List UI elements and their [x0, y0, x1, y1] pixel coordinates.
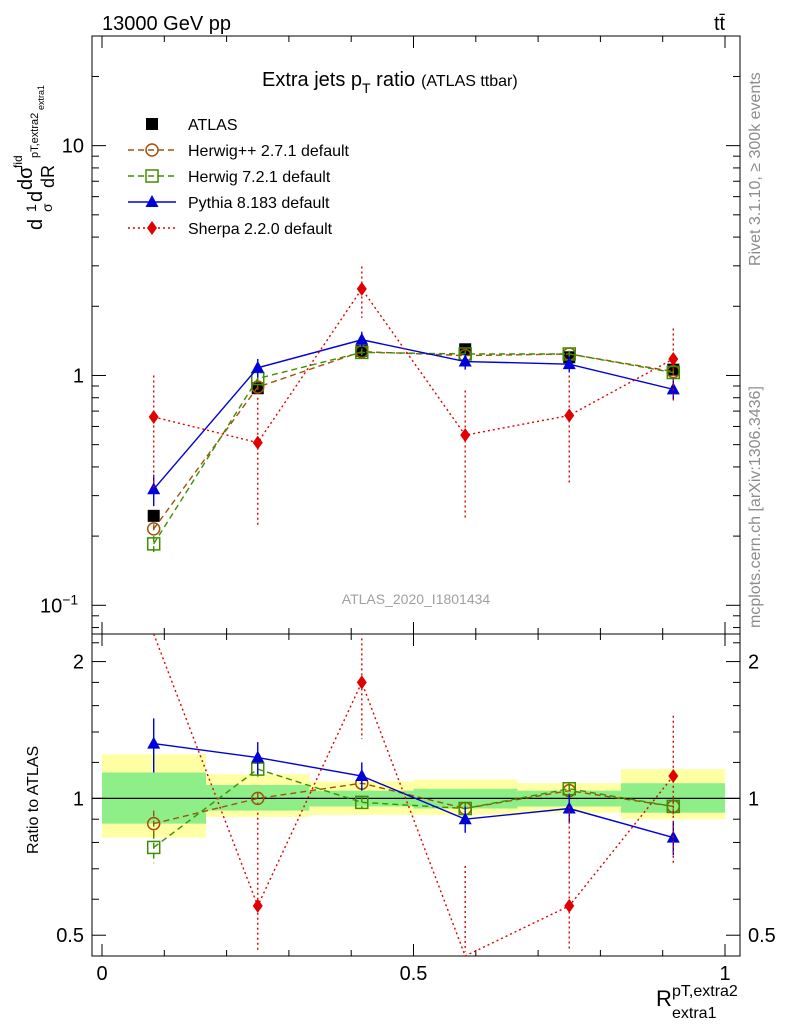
- data-point: [666, 365, 681, 380]
- legend-label: ATLAS: [188, 117, 238, 134]
- rivet-label: Rivet 3.1.10, ≥ 300k events: [747, 72, 764, 266]
- legend-marker: [145, 195, 159, 207]
- ratio-point: [146, 840, 161, 855]
- ratio-point: [458, 812, 472, 825]
- y-tick-label-bottom: 2: [73, 652, 84, 674]
- data-point: [668, 351, 679, 366]
- x-tick-label: 1: [719, 963, 730, 985]
- legend-label: Herwig++ 2.7.1 default: [188, 143, 350, 160]
- ratio-point: [146, 816, 161, 831]
- legend-marker: [146, 118, 158, 130]
- series-line: [153, 351, 674, 545]
- y-tick-label-bottom-right: 0.5: [748, 925, 776, 947]
- data-point: [148, 409, 159, 424]
- ratio-point: [564, 898, 575, 913]
- series-group: [146, 266, 681, 957]
- series-line: [153, 339, 674, 490]
- legend-marker: [145, 169, 159, 183]
- energy-label: 13000 GeV pp: [102, 13, 231, 35]
- ratio-line: [153, 768, 674, 848]
- series-line: [153, 287, 674, 444]
- series-3: [147, 331, 680, 856]
- svg-text:extra1: extra1: [672, 1005, 717, 1022]
- y-tick-label-top: 10: [62, 136, 84, 158]
- svg-text:pT,extra2: pT,extra2: [672, 983, 738, 1000]
- ratio-point: [251, 750, 265, 763]
- x-tick-label: 0: [96, 963, 107, 985]
- y-tick-label-bottom: 1: [73, 788, 84, 810]
- svg-text:dσ: dσ: [15, 166, 37, 190]
- legend-item: Pythia 8.183 default: [128, 195, 330, 212]
- data-point: [355, 332, 369, 345]
- axes: 0 0.5 1 10 1 10−1 2 2 1 1 0.5 0.5: [40, 35, 776, 985]
- data-point: [147, 509, 160, 522]
- process-label: tt̄: [714, 13, 726, 35]
- data-point: [146, 522, 161, 536]
- ratio-point: [356, 675, 367, 690]
- ratio-point: [251, 791, 265, 806]
- x-axis-label: R pT,extra2 extra1: [656, 983, 738, 1022]
- legend-marker: [147, 221, 157, 235]
- legend-item: Sherpa 2.2.0 default: [128, 221, 333, 238]
- svg-text:d: d: [25, 219, 47, 230]
- y-tick-label-top: 10−1: [40, 591, 78, 617]
- svg-text:σ: σ: [39, 203, 55, 212]
- svg-text:dR: dR: [38, 165, 58, 188]
- analysis-label: ATLAS_2020_I1801434: [342, 591, 491, 607]
- y-tick-label-bottom-right: 2: [748, 652, 759, 674]
- svg-text:R: R: [656, 986, 672, 1011]
- data-point: [147, 482, 161, 495]
- svg-text:fid: fid: [11, 155, 25, 168]
- svg-text:1: 1: [23, 204, 39, 212]
- data-point: [252, 435, 263, 450]
- legend-marker: [145, 143, 159, 157]
- y-axis-label-top: d 1 σ d dσ fid dR pT,extra2 extra1: [11, 85, 58, 230]
- y-tick-label-bottom-right: 1: [748, 788, 759, 810]
- legend-label: Pythia 8.183 default: [188, 195, 330, 212]
- svg-text:d: d: [25, 191, 47, 202]
- ratio-point: [668, 769, 679, 784]
- data-point: [458, 354, 472, 367]
- data-point: [460, 428, 471, 443]
- ratio-point: [147, 736, 161, 749]
- legend-label: Herwig 7.2.1 default: [188, 169, 331, 186]
- legend-item: ATLAS: [146, 117, 238, 134]
- x-tick-label: 0.5: [400, 963, 428, 985]
- legend: ATLAS Herwig++ 2.7.1 default Herwig 7.2.1 …: [128, 117, 350, 238]
- series-line: [153, 350, 674, 530]
- svg-text:extra1: extra1: [36, 85, 46, 110]
- data-point: [666, 382, 680, 395]
- series-0: [147, 343, 680, 522]
- source-label: mcplots.cern.ch [arXiv:1306.3436]: [747, 386, 764, 628]
- ratio-line: [153, 782, 674, 825]
- legend-label: Sherpa 2.2.0 default: [188, 221, 333, 238]
- data-point: [251, 360, 265, 373]
- legend-item: Herwig 7.2.1 default: [128, 169, 331, 186]
- ratio-point: [355, 769, 369, 782]
- chart-title: Extra jets pT ratio (ATLAS ttbar): [262, 69, 518, 96]
- data-point: [356, 281, 367, 296]
- y-tick-label-bottom: 0.5: [56, 925, 84, 947]
- data-point: [562, 357, 576, 370]
- y-tick-label-top: 1: [73, 365, 84, 387]
- series-4: [148, 266, 679, 957]
- ratio-point: [355, 795, 369, 810]
- ratio-point: [252, 898, 263, 913]
- svg-text:pT,extra2: pT,extra2: [29, 113, 41, 158]
- legend-item: Herwig++ 2.7.1 default: [128, 143, 350, 160]
- data-point: [146, 537, 161, 551]
- ratio-line: [153, 742, 674, 839]
- data-point: [564, 408, 575, 423]
- bottom-panel: [91, 633, 741, 957]
- y-axis-label-bottom: Ratio to ATLAS: [25, 746, 42, 854]
